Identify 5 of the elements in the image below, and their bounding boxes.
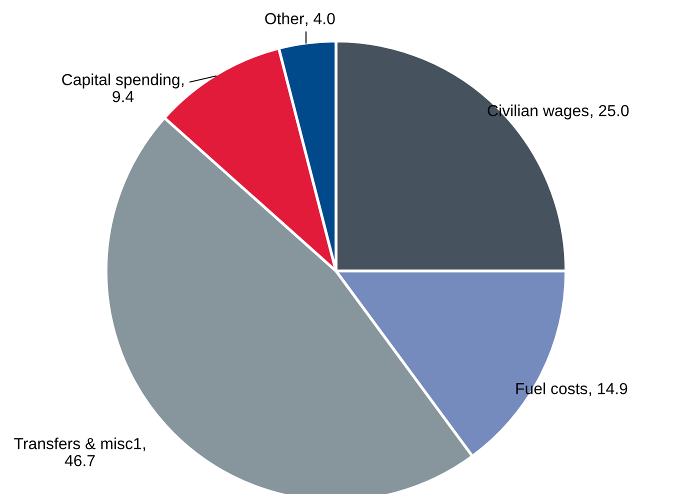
data-label: , 4.0 <box>306 12 335 26</box>
slice-label: Other <box>265 12 304 24</box>
data-label: , 25.0 <box>590 104 629 118</box>
slice-label: Transfers & misc1 <box>14 438 142 450</box>
data-label: , 14.9 <box>589 382 628 396</box>
